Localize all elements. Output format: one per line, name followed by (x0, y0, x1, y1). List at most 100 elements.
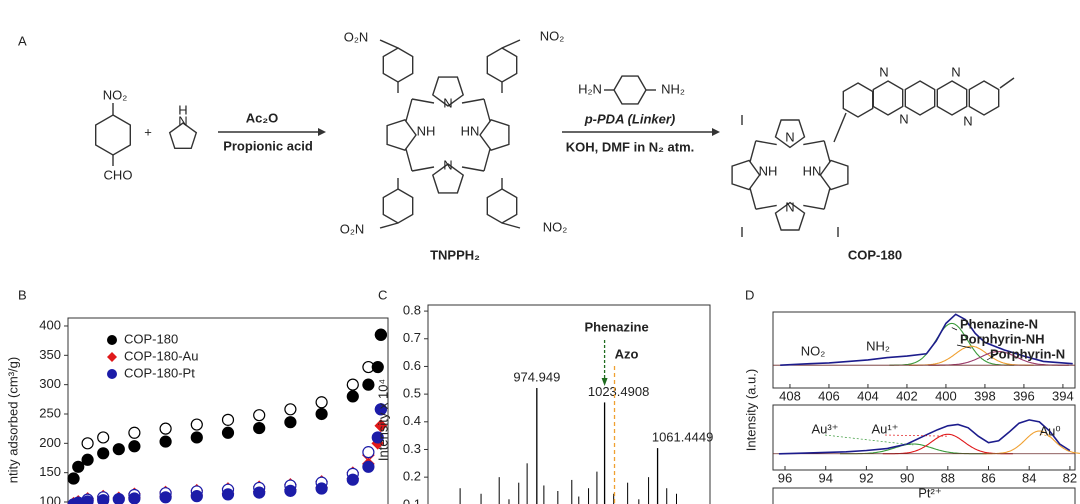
marker (72, 460, 85, 473)
ring (486, 188, 518, 224)
peak-label: 974.949 (513, 369, 560, 384)
x-tick-label: 82 (1063, 470, 1077, 485)
component-label: Porphyrin-N (990, 346, 1065, 361)
x-tick-label: 404 (857, 388, 879, 403)
scheme-text: NH (417, 123, 436, 138)
scheme-text: Ac₂O (246, 110, 279, 125)
marker (159, 422, 172, 435)
marker (315, 482, 328, 495)
marker (346, 378, 359, 391)
scheme-text: N (899, 111, 908, 126)
marker (284, 484, 297, 497)
ring (842, 82, 874, 118)
legend-label: COP-180 (124, 331, 178, 346)
arrowhead (712, 128, 720, 136)
marker (362, 446, 375, 459)
plot-frame (772, 487, 1076, 504)
bond (461, 166, 485, 172)
marker (221, 488, 235, 501)
fit-component (889, 322, 1015, 366)
scheme-text: H₂N (578, 81, 602, 96)
marker (128, 426, 141, 439)
marker (81, 453, 94, 466)
ring (819, 159, 849, 191)
marker (315, 407, 328, 421)
ring (431, 163, 465, 194)
ring (431, 76, 465, 107)
scheme-text: O₂N (340, 221, 365, 236)
y-tick-label: 300 (39, 376, 61, 391)
marker (81, 437, 94, 450)
marker (284, 416, 297, 429)
marker (284, 403, 297, 416)
bond (823, 140, 831, 162)
scheme-text: O₂N (344, 29, 369, 44)
plot-frame (772, 311, 1076, 389)
y-tick-label: 0.6 (403, 358, 421, 373)
marker (253, 409, 266, 422)
component-label: Porphyrin-NH (960, 331, 1045, 346)
marker (346, 473, 359, 486)
scheme-text: TNPPH₂ (430, 247, 480, 262)
marker (97, 494, 110, 504)
ring (386, 118, 417, 152)
marker (190, 490, 203, 503)
peak-label: 1023.4908 (588, 384, 649, 399)
bond (483, 98, 491, 122)
y-tick-label: 0.4 (403, 413, 421, 428)
marker (374, 403, 387, 416)
y-tick-label: 400 (39, 317, 61, 332)
bond (833, 112, 847, 143)
leader (956, 344, 972, 349)
component-label: Phenazine-N (960, 316, 1038, 331)
y-tick-label: 0.5 (403, 386, 421, 401)
legend-marker (107, 352, 117, 362)
ring (872, 80, 904, 116)
ring (613, 75, 647, 105)
bond (823, 188, 831, 210)
marker (253, 486, 266, 499)
marker (253, 421, 266, 435)
scheme-text: N (951, 64, 960, 79)
x-tick-label: 92 (859, 470, 873, 485)
marker (362, 378, 375, 391)
plot-frame (772, 404, 1076, 471)
legend-marker (107, 369, 117, 379)
marker (159, 435, 172, 448)
marker (190, 431, 203, 444)
bond (379, 222, 399, 229)
scheme-text: N (178, 113, 187, 128)
scheme-text: NO₂ (103, 87, 128, 102)
scheme-text: KOH, DMF in N₂ atm. (566, 139, 695, 154)
y-tick-label: 100 (39, 493, 61, 504)
arrowhead (601, 378, 608, 386)
leader (986, 352, 999, 361)
bond (749, 188, 757, 210)
x-tick-label: 408 (779, 388, 801, 403)
component-label: Au¹⁺ (871, 421, 898, 436)
scheme-text: N (443, 157, 452, 172)
scheme-text: Propionic acid (223, 138, 313, 153)
marker (112, 492, 125, 504)
bond (379, 39, 399, 49)
panel-label: C (378, 287, 387, 302)
bond (755, 140, 777, 146)
ring (731, 159, 761, 191)
component-label: Au³⁺ (811, 421, 838, 436)
y-axis-label: Intensity x 10⁴ (375, 379, 390, 461)
y-tick-label: 0.3 (403, 441, 421, 456)
panel-label: D (745, 287, 754, 302)
bond (803, 140, 825, 146)
plot-frame (67, 317, 389, 504)
x-tick-label: 400 (935, 388, 957, 403)
y-tick-label: 250 (39, 405, 61, 420)
scheme-text: NO₂ (540, 28, 565, 43)
ring (774, 201, 806, 231)
peak-label: 1061.4449 (652, 430, 713, 445)
x-tick-label: 394 (1052, 388, 1074, 403)
scheme-text: NO₂ (543, 219, 568, 234)
scheme-text: N (785, 129, 794, 144)
marker (374, 328, 387, 341)
y-tick-label: 200 (39, 435, 61, 450)
